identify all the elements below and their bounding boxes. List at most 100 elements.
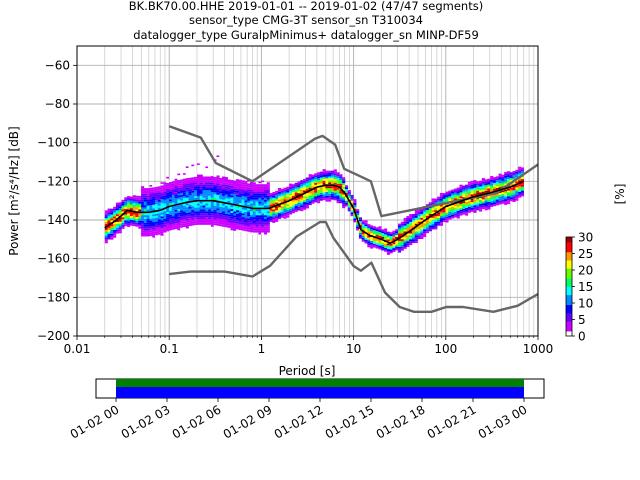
heatmap-cell [177, 228, 181, 231]
heatmap-cell [266, 230, 270, 233]
heatmap-cell [356, 228, 360, 231]
heatmap-cell [372, 226, 376, 229]
heatmap-cell [185, 191, 189, 194]
heatmap-cell [188, 222, 192, 225]
heatmap-cell [258, 195, 262, 198]
heatmap-cell [194, 186, 198, 189]
heatmap-cell [224, 180, 228, 183]
heatmap-cell [222, 205, 226, 208]
heatmap-cell [168, 189, 173, 192]
heatmap-cell [146, 201, 150, 204]
heatmap-cell [439, 216, 444, 219]
heatmap-cell [317, 176, 321, 179]
heatmap-cell [252, 226, 256, 229]
heatmap-cell [409, 214, 413, 217]
heatmap-cell [135, 207, 139, 210]
heatmap-cell [459, 207, 463, 210]
heatmap-cell [434, 210, 438, 213]
heatmap-cell [448, 196, 452, 199]
heatmap-cell [104, 216, 108, 219]
heatmap-cell [124, 206, 128, 209]
heatmap-cell [451, 189, 455, 192]
heatmap-cell [241, 207, 245, 210]
heatmap-cell [171, 225, 175, 228]
heatmap-cell [110, 208, 114, 211]
heatmap-cell [381, 235, 385, 238]
heatmap-cell [434, 208, 438, 211]
heatmap-cell [314, 181, 318, 183]
heatmap-cell [143, 205, 147, 208]
colorbar-segment [566, 304, 572, 307]
heatmap-cell [417, 231, 421, 234]
heatmap-cell [177, 193, 181, 196]
heatmap-cell [451, 214, 455, 217]
heatmap-cell [294, 206, 298, 209]
heatmap-cell [141, 222, 145, 225]
heatmap-cell [353, 206, 357, 209]
heatmap-cell [152, 235, 156, 238]
heatmap-cell [453, 207, 457, 210]
heatmap-cell [506, 198, 511, 201]
heatmap-cell [403, 225, 407, 228]
heatmap-cell [238, 195, 242, 198]
heatmap-cell [342, 181, 346, 184]
heatmap-cell [149, 234, 153, 237]
heatmap-cell [490, 204, 494, 207]
heatmap-cell [222, 207, 226, 210]
heatmap-cell [129, 198, 133, 201]
heatmap-cell [467, 193, 471, 196]
heatmap-cell [509, 195, 513, 198]
heatmap-cell [501, 184, 505, 187]
heatmap-cell [333, 188, 337, 191]
heatmap-cell [224, 184, 228, 187]
heatmap-cell [392, 230, 396, 233]
heatmap-cell [143, 224, 147, 227]
heatmap-cell [342, 177, 346, 180]
heatmap-cell [244, 186, 248, 189]
heatmap-cell [241, 222, 245, 225]
heatmap-cell [425, 221, 430, 224]
heatmap-cell [386, 233, 390, 236]
heatmap-cell [224, 219, 228, 222]
heatmap-cell [263, 228, 268, 231]
heatmap-cell [484, 189, 488, 191]
heatmap-cell [439, 221, 444, 224]
heatmap-cell [406, 237, 410, 240]
heatmap-cell [467, 205, 471, 207]
heatmap-cell [414, 217, 418, 220]
heatmap-cell [386, 245, 390, 248]
heatmap-cell [121, 223, 125, 225]
heatmap-cell [344, 191, 349, 193]
heatmap-cell [328, 172, 332, 175]
heatmap-cell [135, 197, 139, 200]
heatmap-cell [442, 196, 446, 199]
heatmap-cell [275, 196, 279, 199]
heatmap-cell [171, 220, 175, 222]
heatmap-cell [367, 241, 371, 244]
heatmap-cell [406, 245, 410, 247]
heatmap-cell [213, 180, 217, 183]
heatmap-cell [451, 208, 455, 211]
colorbar-segment [566, 326, 572, 329]
heatmap-cell [425, 231, 430, 234]
heatmap-cell [289, 189, 293, 192]
heatmap-cell [520, 186, 525, 189]
heatmap-cell [314, 177, 318, 180]
heatmap-cell [451, 191, 455, 194]
heatmap-cell [255, 220, 259, 223]
heatmap-cell [115, 221, 120, 224]
heatmap-cell [113, 231, 117, 234]
heatmap-cell [129, 221, 133, 224]
heatmap-cell [372, 245, 376, 248]
heatmap-cell [277, 189, 282, 192]
heatmap-cell [252, 228, 256, 231]
heatmap-cell [135, 217, 139, 219]
heatmap-cell [314, 188, 318, 191]
heatmap-cell [470, 180, 474, 183]
heatmap-cell [314, 184, 318, 187]
heatmap-cell [171, 185, 175, 188]
heatmap-cell [375, 244, 379, 247]
heatmap-cell [476, 204, 480, 207]
heatmap-cell [261, 195, 265, 198]
heatmap-cell [191, 215, 195, 218]
